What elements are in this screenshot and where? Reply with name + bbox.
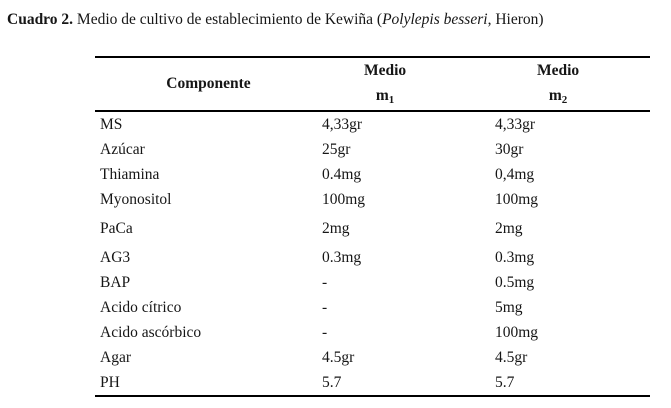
component-cell: Myonositol xyxy=(100,191,172,208)
table-row: Acido ascórbico - 100mg xyxy=(95,320,650,345)
header-medio-m1: Medio m1 xyxy=(322,57,495,112)
table-row: Myonositol 100mg 100mg xyxy=(95,187,650,212)
table-row: Thiamina 0.4mg 0,4mg xyxy=(95,162,650,187)
m1-base: m xyxy=(375,87,389,104)
m2-value-cell: 4.5gr xyxy=(495,349,528,366)
m2-value-cell: 2mg xyxy=(495,220,523,237)
table-row: Acido cítrico - 5mg xyxy=(95,295,650,320)
m1-value-cell: 0.3mg xyxy=(322,249,362,266)
m1-value-cell: - xyxy=(322,299,328,316)
header-component: Componente xyxy=(95,57,322,112)
table-body: MS 4,33gr 4,33gr Azúcar 25gr 30gr Thiamina 0.4m… xyxy=(95,111,650,396)
m2-value-cell: 4,33gr xyxy=(495,116,536,133)
m2-base: m xyxy=(548,87,562,104)
m2-value-cell: 0.3mg xyxy=(495,249,535,266)
culture-medium-table: Componente Medio m1 Medio m2 MS 4,33gr 4,3… xyxy=(95,56,650,397)
table-row: MS 4,33gr 4,33gr xyxy=(95,111,650,137)
component-cell: MS xyxy=(100,116,123,133)
m1-value-cell: 2mg xyxy=(322,220,350,237)
component-cell: BAP xyxy=(100,274,131,291)
m1-value-cell: 4,33gr xyxy=(322,116,363,133)
table-row: PH 5.7 5.7 xyxy=(95,370,650,396)
header-medio-m1-line1: Medio xyxy=(364,62,407,79)
m2-value-cell: 30gr xyxy=(495,141,524,158)
component-cell: Acido cítrico xyxy=(100,299,182,316)
header-row: Componente Medio m1 Medio m2 xyxy=(95,57,650,112)
component-cell: PaCa xyxy=(100,220,133,237)
table-header: Componente Medio m1 Medio m2 xyxy=(95,57,650,112)
header-medio-m2-block: Medio m2 xyxy=(537,59,579,109)
table-row: Azúcar 25gr 30gr xyxy=(95,137,650,162)
component-cell: AG3 xyxy=(100,249,131,266)
header-medio-m2-line2: m2 xyxy=(537,83,579,109)
m1-value-cell: 4.5gr xyxy=(322,349,355,366)
caption-suffix: , Hieron) xyxy=(487,11,544,28)
component-cell: PH xyxy=(100,374,120,391)
header-medio-m2-line1: Medio xyxy=(537,62,580,79)
m1-value-cell: 100mg xyxy=(322,191,366,208)
component-cell: Thiamina xyxy=(100,166,160,183)
caption-label: Cuadro 2. xyxy=(7,11,74,28)
m1-value-cell: 5.7 xyxy=(322,374,342,391)
caption-text: Medio de cultivo de establecimiento de K… xyxy=(73,11,383,28)
table-row: Agar 4.5gr 4.5gr xyxy=(95,345,650,370)
component-cell: Agar xyxy=(100,349,131,366)
m1-value-cell: 0.4mg xyxy=(322,166,362,183)
header-medio-m1-block: Medio m1 xyxy=(364,59,406,109)
header-medio-m1-line2: m1 xyxy=(364,83,406,109)
m2-value-cell: 5.7 xyxy=(495,374,515,391)
m1-value-cell: - xyxy=(322,274,328,291)
component-cell: Azúcar xyxy=(100,141,145,158)
component-cell: Acido ascórbico xyxy=(100,324,202,341)
caption-species: Polylepis besseri xyxy=(382,11,488,28)
m1-subscript: 1 xyxy=(388,94,395,106)
m1-value-cell: 25gr xyxy=(322,141,351,158)
table-row: AG3 0.3mg 0.3mg xyxy=(95,241,650,270)
m2-value-cell: 100mg xyxy=(495,191,539,208)
m2-value-cell: 5mg xyxy=(495,299,523,316)
m2-value-cell: 0.5mg xyxy=(495,274,535,291)
m1-value-cell: - xyxy=(322,324,328,341)
m2-subscript: 2 xyxy=(561,94,568,106)
table-row: PaCa 2mg 2mg xyxy=(95,212,650,241)
m2-value-cell: 0,4mg xyxy=(495,166,535,183)
header-medio-m2: Medio m2 xyxy=(495,57,650,112)
table-caption: Cuadro 2. Medio de cultivo de establecim… xyxy=(7,10,544,29)
m2-value-cell: 100mg xyxy=(495,324,539,341)
table-row: BAP - 0.5mg xyxy=(95,270,650,295)
